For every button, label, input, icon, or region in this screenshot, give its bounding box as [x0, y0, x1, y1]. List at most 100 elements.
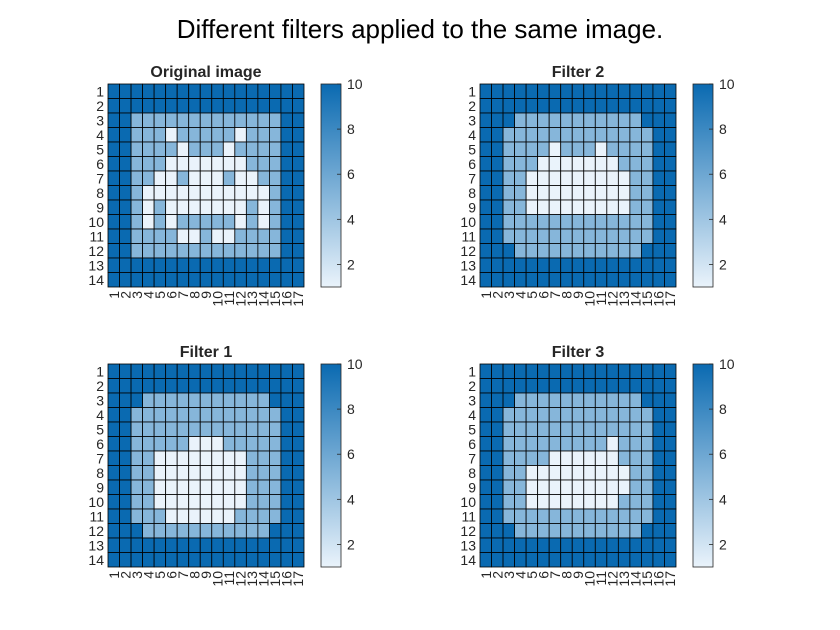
- heatmap-cell: [165, 523, 178, 539]
- heatmap-cell: [245, 214, 259, 230]
- heatmap-cell: [571, 508, 585, 524]
- heatmap-cell: [165, 127, 178, 143]
- heatmap-cell: [617, 421, 631, 437]
- heatmap-cell: [119, 98, 132, 114]
- heatmap-cell: [269, 494, 282, 510]
- y-tick-label: 10: [460, 494, 476, 510]
- heatmap-cell: [583, 243, 596, 259]
- heatmap-cell: [629, 378, 642, 394]
- heatmap-cell: [491, 127, 504, 143]
- x-tick-label: 10: [582, 291, 598, 307]
- heatmap-cell: [664, 378, 677, 394]
- heatmap-cell: [199, 127, 213, 143]
- heatmap-cell: [280, 156, 293, 172]
- heatmap-title: Original image: [150, 64, 261, 81]
- heatmap-cell: [245, 407, 259, 423]
- heatmap-cell: [571, 479, 585, 495]
- heatmap-cell: [560, 214, 573, 230]
- heatmap-cell: [211, 199, 224, 215]
- heatmap-cell: [119, 523, 132, 539]
- heatmap-cell: [560, 436, 573, 452]
- heatmap-cell: [571, 537, 585, 553]
- heatmap-cell: [479, 450, 492, 466]
- heatmap-cell: [479, 392, 492, 408]
- heatmap-cell: [664, 421, 677, 437]
- y-tick-label: 14: [460, 272, 476, 288]
- heatmap-cell: [606, 508, 619, 524]
- heatmap-cell: [130, 170, 143, 186]
- x-tick-label: 5: [524, 571, 540, 579]
- heatmap-cell: [548, 98, 562, 114]
- heatmap-cell: [606, 185, 619, 201]
- heatmap-cell: [479, 228, 492, 244]
- heatmap-cell: [664, 508, 677, 524]
- heatmap-cell: [583, 141, 596, 157]
- heatmap-cell: [629, 392, 642, 408]
- heatmap-cell: [107, 450, 120, 466]
- heatmap-cell: [188, 407, 201, 423]
- heatmap-cell: [617, 508, 631, 524]
- x-tick-label: 4: [512, 291, 528, 299]
- heatmap-cell: [245, 141, 259, 157]
- y-tick-label: 7: [96, 450, 104, 466]
- heatmap-cell: [176, 127, 190, 143]
- x-tick-label: 7: [547, 291, 563, 299]
- heatmap-cell: [629, 479, 642, 495]
- heatmap-cell: [292, 127, 305, 143]
- heatmap-cell: [269, 392, 282, 408]
- heatmap-cell: [652, 494, 665, 510]
- heatmap-cell: [142, 378, 155, 394]
- heatmap-cell: [211, 272, 224, 288]
- heatmap-cell: [606, 141, 619, 157]
- heatmap-cell: [537, 552, 550, 568]
- heatmap-cell: [234, 508, 247, 524]
- y-tick-label: 6: [96, 436, 104, 452]
- heatmap-cell: [245, 199, 259, 215]
- y-tick-label: 8: [96, 185, 104, 201]
- heatmap-cell: [165, 450, 178, 466]
- heatmap-cell: [176, 363, 190, 379]
- y-tick-label: 7: [468, 450, 476, 466]
- heatmap-cell: [280, 199, 293, 215]
- heatmap-cell: [583, 421, 596, 437]
- heatmap-cell: [269, 214, 282, 230]
- y-tick-label: 7: [96, 170, 104, 186]
- heatmap-cell: [514, 378, 527, 394]
- heatmap-cell: [606, 257, 619, 273]
- heatmap-cell: [142, 257, 155, 273]
- heatmap-cell: [234, 112, 247, 128]
- heatmap-cell: [548, 537, 562, 553]
- heatmap-cell: [629, 185, 642, 201]
- heatmap-cell: [153, 243, 167, 259]
- heatmap-cell: [629, 272, 642, 288]
- heatmap-cell: [652, 523, 665, 539]
- heatmap-cell: [188, 185, 201, 201]
- heatmap-cell: [641, 363, 654, 379]
- heatmap-cell: [548, 465, 562, 481]
- heatmap-cell: [594, 537, 608, 553]
- heatmap-cell: [502, 141, 515, 157]
- heatmap-cell: [165, 407, 178, 423]
- heatmap-cell: [234, 436, 247, 452]
- heatmap-cell: [119, 214, 132, 230]
- heatmap-cell: [211, 170, 224, 186]
- heatmap-cell: [222, 185, 236, 201]
- heatmap-cell: [491, 98, 504, 114]
- heatmap-cell: [641, 479, 654, 495]
- heatmap-cell: [280, 537, 293, 553]
- heatmap-cell: [130, 141, 143, 157]
- heatmap-cell: [257, 552, 270, 568]
- heatmap-cell: [222, 156, 236, 172]
- colorbar-tick-label: 10: [719, 356, 735, 372]
- colorbar-tick-label: 10: [347, 356, 363, 372]
- heatmap-cell: [594, 465, 608, 481]
- heatmap-cell: [165, 392, 178, 408]
- heatmap-cell: [107, 112, 120, 128]
- heatmap-cell: [479, 436, 492, 452]
- heatmap-cell: [130, 378, 143, 394]
- heatmap-cell: [537, 450, 550, 466]
- y-tick-label: 6: [468, 156, 476, 172]
- heatmap-cell: [188, 112, 201, 128]
- heatmap-cell: [176, 243, 190, 259]
- heatmap-cell: [130, 112, 143, 128]
